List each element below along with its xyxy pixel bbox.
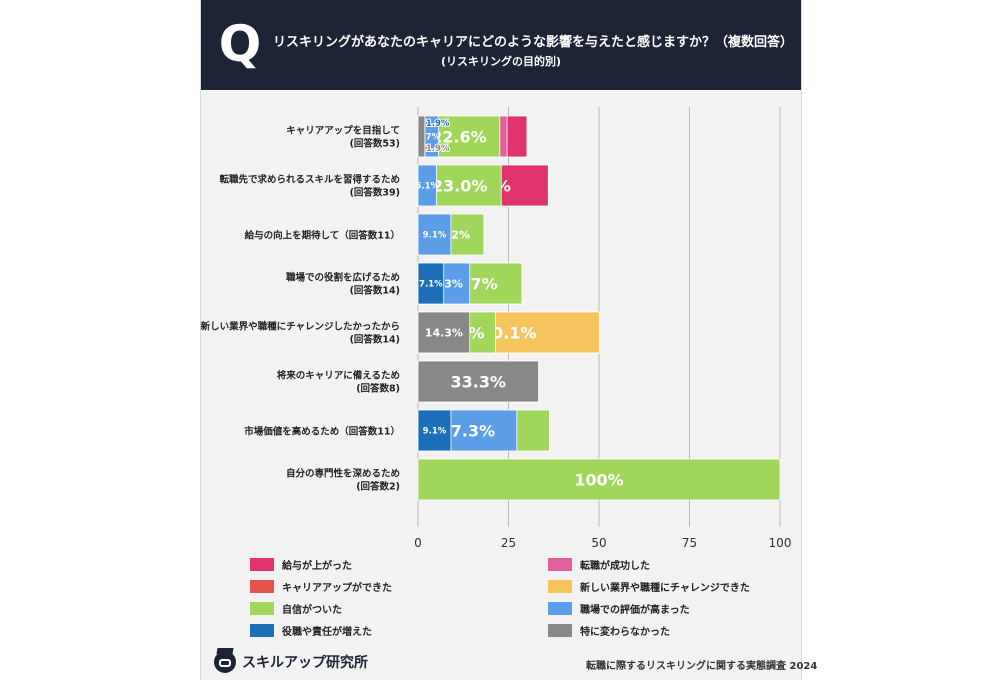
data-label: 27.3% (440, 421, 496, 440)
category-label: キャリアアップを目指して (286, 125, 400, 137)
bar-segment (417, 360, 539, 403)
data-label: 23.0% (432, 176, 488, 195)
category-count-label: (回答数14) (350, 285, 400, 297)
legend-label: 役職や責任が増えた (282, 625, 372, 638)
bar-segment (417, 458, 781, 501)
bar-segment (417, 311, 471, 354)
legend-swatch (548, 624, 572, 637)
data-label: 22.6% (431, 127, 487, 146)
data-label: 33.3% (451, 372, 507, 391)
category-count-label: (回答数2) (356, 481, 400, 493)
bar-segment (417, 164, 437, 207)
data-label: 9.1% (423, 231, 447, 241)
legend-swatch (250, 624, 274, 637)
chart-title: リスキリングがあなたのキャリアにどのような影響を与えたと感じますか？（複数回答） (273, 35, 794, 50)
legend-swatch (250, 580, 274, 593)
legend-label: 給与が上がった (282, 559, 352, 572)
legend-label: 特に変わらなかった (580, 625, 670, 638)
category-count-label: (回答数14) (350, 334, 400, 346)
category-count-label: (回答数8) (356, 383, 400, 395)
legend-swatch (250, 558, 274, 571)
source-note: 転職に際するリスキリングに関する実態調査 2024 (586, 661, 818, 672)
q-icon: Q (218, 15, 262, 73)
brand-name: スキルアップ研究所 (242, 655, 368, 671)
data-label: 1.9% (426, 119, 450, 129)
data-label: 5.1% (415, 182, 439, 192)
legend-swatch (548, 558, 572, 571)
data-label: 14.3% (425, 326, 463, 339)
x-tick-label: 0 (414, 536, 422, 550)
survey-card: Q リスキリングがあなたのキャリアにどのような影響を与えたと感じますか？（複数回… (200, 0, 802, 680)
header-banner: Q リスキリングがあなたのキャリアにどのような影響を与えたと感じますか？（複数回… (201, 0, 801, 90)
data-label: 9.1% (423, 427, 447, 437)
category-label: 給与の向上を期待して（回答数11） (245, 230, 400, 242)
data-label: 5.7% (417, 133, 441, 143)
legend-label: 転職が成功した (580, 559, 650, 572)
data-label: 7.1% (419, 280, 443, 290)
category-label: 将来のキャリアに備えるため (277, 370, 400, 382)
category-count-label: (回答数53) (350, 138, 400, 150)
x-tick-label: 75 (682, 536, 697, 550)
legend-label: 新しい業界や職種にチャレンジできた (580, 581, 750, 594)
data-label: 100% (574, 470, 623, 489)
bar-segment (417, 213, 452, 256)
legend-swatch (548, 602, 572, 615)
bar-segment (417, 262, 445, 305)
mortarboard-icon (214, 651, 236, 673)
category-label: 職場での役割を広げるため (286, 272, 400, 284)
brand-logo: スキルアップ研究所 (214, 650, 368, 674)
category-count-label: (回答数39) (350, 187, 400, 199)
legend-swatch (250, 602, 274, 615)
x-tick-label: 100 (769, 536, 792, 550)
category-label: 自分の専門性を深めるため (286, 468, 400, 480)
legend-label: 自信がついた (282, 603, 342, 616)
data-label: 1.9% (426, 144, 450, 154)
category-label: 新しい業界や職種にチャレンジしたかったから (201, 321, 400, 333)
category-label: 転職先で求められるスキルを習得するため (219, 174, 400, 186)
legend-label: 職場での評価が高まった (580, 603, 690, 616)
stacked-bar-chart: キャリアアップを目指して(回答数53)30.1%24.6%9.4%3.8%22.… (201, 107, 792, 638)
x-tick-label: 50 (591, 536, 606, 550)
bar-segment (417, 115, 426, 158)
legend-swatch (548, 580, 572, 593)
x-tick-label: 25 (501, 536, 516, 550)
bar-segment (417, 409, 452, 452)
chart-subtitle: (リスキリングの目的別) (440, 55, 562, 68)
category-label: 市場価値を高めるため（回答数11） (244, 426, 400, 438)
legend-label: キャリアアップができた (282, 581, 392, 594)
